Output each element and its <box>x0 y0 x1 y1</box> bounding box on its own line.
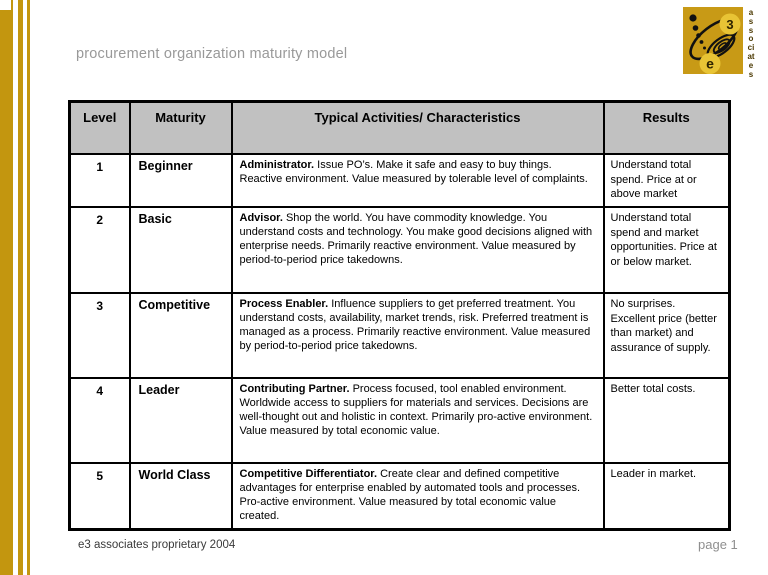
level-cell: 1 <box>68 153 131 208</box>
activities-text: Process focused, tool enabled environmen… <box>239 383 593 437</box>
e3-logo: 3 e associates <box>683 7 759 99</box>
level-cell: 4 <box>68 377 131 464</box>
level-cell: 2 <box>68 206 131 294</box>
table-row: 3 Competitive Process Enabler. Influence… <box>68 292 731 379</box>
level-cell: 3 <box>68 292 131 379</box>
activities-lead: Competitive Differentiator. <box>239 468 378 480</box>
column-header-results: Results <box>602 100 731 155</box>
column-header-activities: Typical Activities/ Characteristics <box>230 100 605 155</box>
e3-logo-swirl-icon: 3 e <box>683 7 743 74</box>
maturity-cell: Competitive <box>128 292 233 379</box>
page-title: procurement organization maturity model <box>76 46 348 62</box>
activities-cell: Competitive Differentiator. Create clear… <box>230 462 605 530</box>
column-header-maturity: Maturity <box>128 100 233 155</box>
activities-cell: Process Enabler. Influence suppliers to … <box>230 292 605 379</box>
maturity-cell: World Class <box>128 462 233 530</box>
activities-lead: Advisor. <box>239 212 283 224</box>
activities-cell: Contributing Partner. Process focused, t… <box>230 377 605 464</box>
activities-cell: Advisor. Shop the world. You have commod… <box>230 206 605 294</box>
gold-stripe-outer <box>18 0 23 575</box>
gold-bar-left <box>0 10 13 575</box>
maturity-cell: Leader <box>128 377 233 464</box>
activities-text: Create clear and defined competitive adv… <box>239 468 581 522</box>
results-cell: Leader in market. <box>602 462 731 530</box>
table-header-row: Level Maturity Typical Activities/ Chara… <box>68 100 731 155</box>
activities-text: Shop the world. You have commodity knowl… <box>239 212 593 266</box>
gold-bar-top-sliver <box>11 0 13 10</box>
maturity-cell: Basic <box>128 206 233 294</box>
logo-number: 3 <box>726 17 733 32</box>
gold-stripe-inner <box>27 0 30 575</box>
table-row: 2 Basic Advisor. Shop the world. You hav… <box>68 206 731 294</box>
column-header-level: Level <box>68 100 131 155</box>
table-row: 5 World Class Competitive Differentiator… <box>68 462 731 530</box>
activities-lead: Administrator. <box>239 159 315 171</box>
maturity-model-table: Level Maturity Typical Activities/ Chara… <box>68 100 731 531</box>
results-cell: Better total costs. <box>602 377 731 464</box>
footer-proprietary: e3 associates proprietary 2004 <box>78 539 236 551</box>
activities-text: Influence suppliers to get preferred tre… <box>239 298 591 352</box>
level-cell: 5 <box>68 462 131 530</box>
results-cell: Understand total spend. Price at or abov… <box>602 153 731 208</box>
results-cell: Understand total spend and market opport… <box>602 206 731 294</box>
activities-cell: Administrator. Issue PO’s. Make it safe … <box>230 153 605 208</box>
activities-lead: Process Enabler. <box>239 298 329 310</box>
activities-text: Issue PO’s. Make it safe and easy to buy… <box>239 159 588 185</box>
table-row: 4 Leader Contributing Partner. Process f… <box>68 377 731 464</box>
maturity-cell: Beginner <box>128 153 233 208</box>
results-cell: No surprises. Excellent price (better th… <box>602 292 731 379</box>
table-row: 1 Beginner Administrator. Issue PO’s. Ma… <box>68 153 731 208</box>
page-number: page 1 <box>698 537 738 552</box>
activities-lead: Contributing Partner. <box>239 383 350 395</box>
logo-associates-text: associates <box>747 8 755 79</box>
logo-letter: e <box>706 56 714 72</box>
